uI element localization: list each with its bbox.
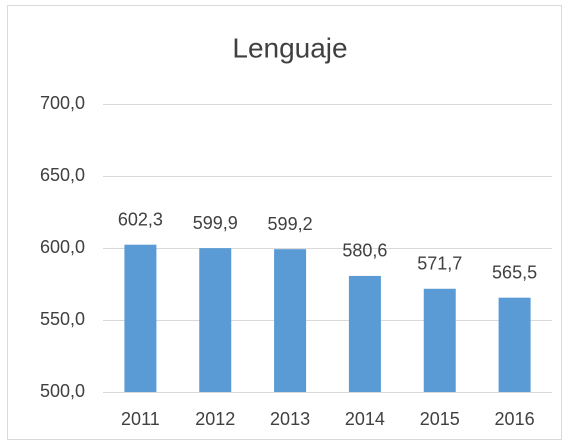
y-tick-label: 500,0: [40, 381, 85, 401]
y-tick-label: 700,0: [40, 93, 85, 113]
bar: [199, 248, 232, 392]
data-label: 602,3: [118, 209, 163, 229]
data-label: 571,7: [417, 254, 462, 274]
x-tick-label: 2016: [495, 409, 535, 429]
bar: [498, 297, 531, 392]
x-tick-label: 2013: [270, 409, 310, 429]
data-label: 599,2: [268, 214, 313, 234]
x-tick-label: 2011: [121, 409, 160, 429]
y-tick-label: 600,0: [40, 237, 85, 257]
data-label: 565,5: [492, 262, 537, 282]
bar: [274, 249, 307, 392]
x-tick-label: 2015: [420, 409, 460, 429]
x-tick-label: 2012: [195, 409, 235, 429]
bar: [423, 288, 456, 392]
x-tick-label: 2014: [345, 409, 385, 429]
bar: [124, 244, 157, 392]
y-tick-label: 650,0: [40, 165, 85, 185]
chart-title: Lenguaje: [232, 32, 347, 63]
data-label: 580,6: [342, 241, 387, 261]
y-tick-label: 550,0: [40, 309, 85, 329]
data-label: 599,9: [193, 213, 238, 233]
bar: [348, 275, 381, 392]
